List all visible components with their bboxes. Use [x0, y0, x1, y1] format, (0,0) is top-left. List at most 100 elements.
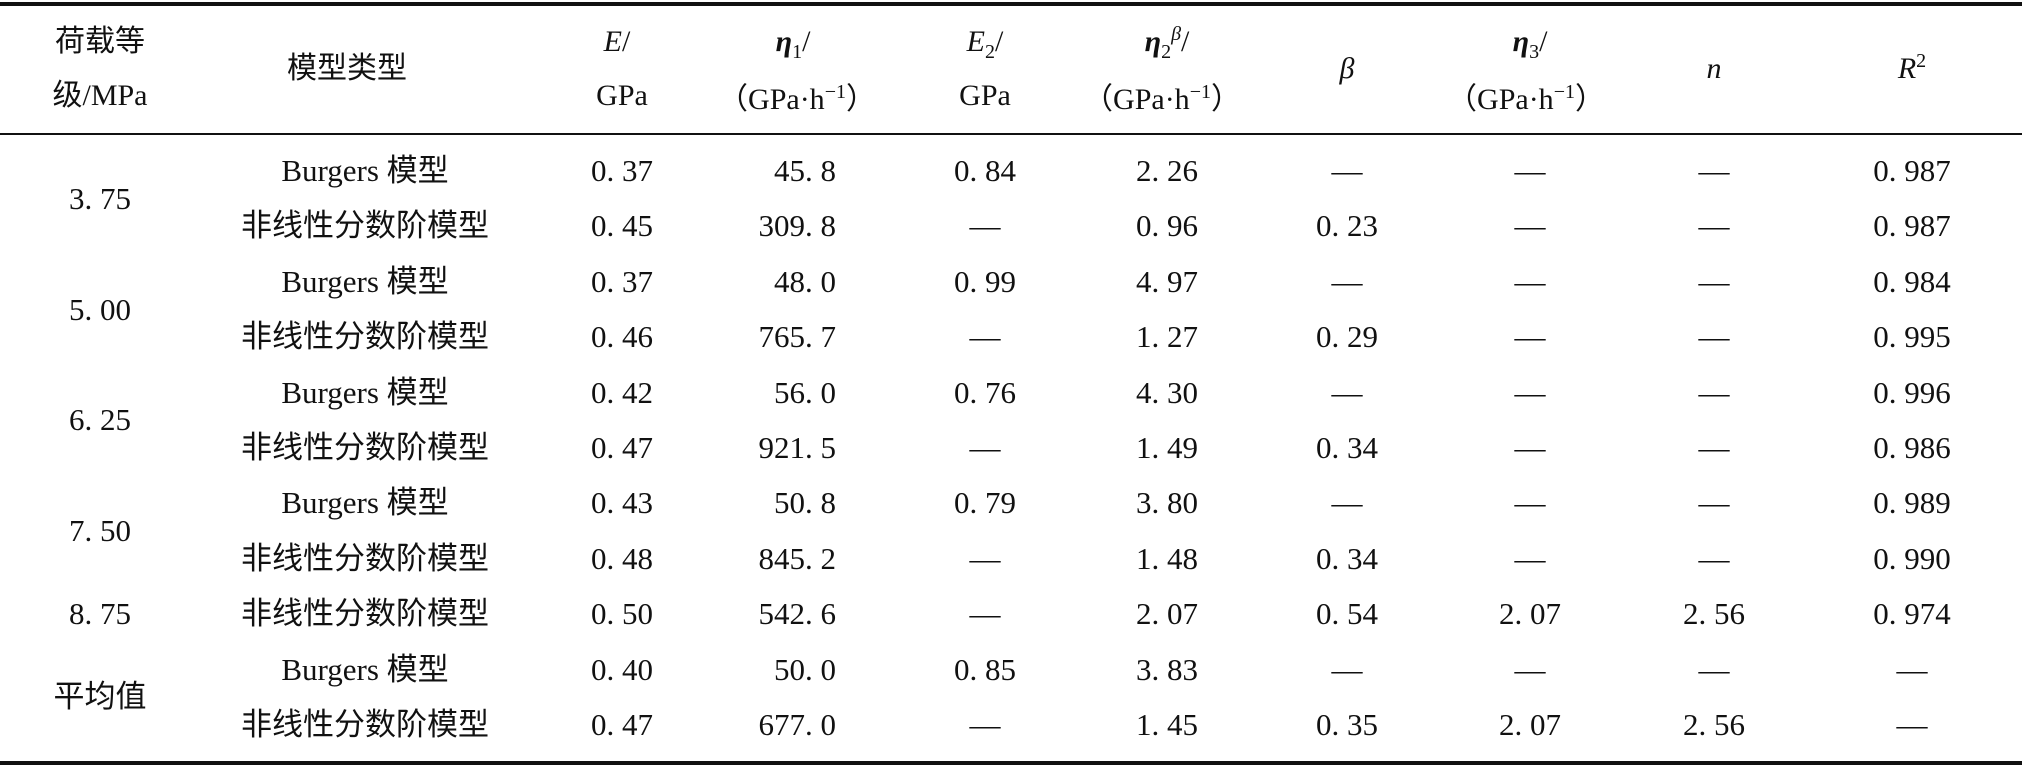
cell-eta3: — [1514, 319, 1546, 355]
header-E2: E2/ [966, 25, 1004, 63]
cell-R2: 0. 989 [1873, 485, 1951, 521]
cell-E2: — [969, 707, 1001, 742]
cell-eta3: — [1514, 208, 1546, 244]
cell-E: 0. 47 [591, 707, 653, 742]
cell-eta1: 309. 8 [758, 208, 837, 244]
cell-n: 2. 56 [1683, 596, 1745, 632]
cell-eta3: — [1514, 430, 1546, 465]
cell-model-type: Burgers 模型 [281, 153, 449, 188]
header-eta1-unit: （GPa·h−1） [718, 81, 876, 116]
cell-E2: — [969, 596, 1001, 632]
cell-eta3: 2. 07 [1499, 707, 1561, 742]
cell-load-level: 7. 50 [69, 513, 131, 549]
cell-n: — [1698, 540, 1730, 576]
header-eta2-unit: （GPa·h−1） [1083, 81, 1241, 116]
cell-n: — [1698, 153, 1730, 188]
cell-n: — [1698, 430, 1730, 465]
cell-E2: 0. 76 [954, 374, 1016, 410]
cell-eta2-beta: 2. 26 [1136, 153, 1198, 188]
cell-load-level: 8. 75 [69, 596, 131, 632]
cell-E2: — [969, 319, 1001, 355]
cell-n: — [1698, 651, 1730, 687]
header-beta: β [1339, 52, 1355, 85]
cell-model-type: 非线性分数阶模型 [241, 430, 489, 465]
cell-E: 0. 48 [591, 540, 653, 576]
cell-eta1: 677. 0 [758, 707, 837, 742]
cell-model-type: 非线性分数阶模型 [241, 540, 489, 576]
cell-beta: — [1331, 651, 1363, 687]
cell-eta1: 765. 7 [758, 319, 837, 355]
cell-eta2-beta: 1. 49 [1136, 430, 1198, 465]
cell-model-type: Burgers 模型 [281, 485, 449, 521]
cell-eta1: 542. 6 [758, 596, 837, 632]
cell-E2: — [969, 540, 1001, 576]
cell-E2: 0. 79 [954, 485, 1016, 521]
header-E-unit: GPa [596, 79, 648, 112]
cell-eta1: 845. 2 [758, 540, 837, 576]
cell-eta1: 50. 0 [774, 651, 836, 687]
cell-beta: 0. 34 [1316, 540, 1378, 576]
cell-eta3: — [1514, 540, 1546, 576]
cell-R2: 0. 987 [1873, 208, 1951, 244]
cell-eta3: — [1514, 263, 1546, 299]
header-n: n [1706, 52, 1722, 85]
header-model-type: 模型类型 [287, 52, 407, 85]
cell-R2: 0. 974 [1873, 596, 1951, 632]
cell-n: — [1698, 263, 1730, 299]
cell-load-level: 平均值 [53, 679, 147, 715]
cell-beta: 0. 29 [1316, 319, 1378, 355]
cell-E2: 0. 99 [954, 263, 1016, 299]
cell-R2: 0. 996 [1873, 374, 1951, 410]
cell-eta2-beta: 3. 80 [1136, 485, 1198, 521]
cell-E2: — [969, 208, 1001, 244]
cell-E: 0. 40 [591, 651, 653, 687]
cell-eta2-beta: 1. 27 [1136, 319, 1198, 355]
cell-eta1: 48. 0 [774, 263, 836, 299]
cell-R2: 0. 986 [1873, 430, 1951, 465]
header-eta1: η1/ [775, 25, 811, 63]
cell-eta1: 50. 8 [774, 485, 836, 521]
cell-eta2-beta: 0. 96 [1136, 208, 1198, 244]
cell-eta3: — [1514, 374, 1546, 410]
cell-E: 0. 46 [591, 319, 653, 355]
cell-beta: 0. 23 [1316, 208, 1378, 244]
cell-R2: 0. 984 [1873, 263, 1951, 299]
cell-beta: — [1331, 263, 1363, 299]
cell-eta2-beta: 1. 45 [1136, 707, 1198, 742]
cell-E: 0. 42 [591, 374, 653, 410]
cell-beta: — [1331, 374, 1363, 410]
cell-beta: 0. 34 [1316, 430, 1378, 465]
cell-n: — [1698, 208, 1730, 244]
table-bottom-rule [0, 761, 2022, 765]
header-eta3-unit: （GPa·h−1） [1447, 81, 1605, 116]
header-eta2-beta: η2β/ [1144, 23, 1190, 63]
cell-model-type: Burgers 模型 [281, 263, 449, 299]
cell-eta2-beta: 4. 97 [1136, 263, 1198, 299]
cell-model-type: 非线性分数阶模型 [241, 596, 489, 632]
cell-load-level: 6. 25 [69, 402, 131, 438]
cell-load-level: 5. 00 [69, 291, 131, 327]
cell-E: 0. 37 [591, 263, 653, 299]
cell-E: 0. 43 [591, 485, 653, 521]
cell-E: 0. 47 [591, 430, 653, 465]
cell-n: — [1698, 485, 1730, 521]
cell-R2: 0. 995 [1873, 319, 1951, 355]
header-E: E/ [603, 25, 631, 58]
table-header-rule [0, 133, 2022, 135]
header-eta3: η3/ [1512, 25, 1548, 63]
cell-eta1: 921. 5 [758, 430, 837, 465]
cell-n: — [1698, 319, 1730, 355]
cell-R2: — [1896, 707, 1928, 742]
cell-beta: 0. 35 [1316, 707, 1378, 742]
cell-E: 0. 50 [591, 596, 653, 632]
cell-n: — [1698, 374, 1730, 410]
header-load-level-line2: 级/MPa [52, 79, 148, 112]
cell-beta: 0. 54 [1316, 596, 1378, 632]
cell-eta2-beta: 1. 48 [1136, 540, 1198, 576]
cell-eta1: 45. 8 [774, 153, 836, 188]
cell-R2: — [1896, 651, 1928, 687]
header-E2-unit: GPa [959, 79, 1011, 112]
cell-E2: 0. 85 [954, 651, 1016, 687]
header-load-level-line1: 荷载等 [55, 25, 145, 58]
cell-model-type: 非线性分数阶模型 [241, 319, 489, 355]
